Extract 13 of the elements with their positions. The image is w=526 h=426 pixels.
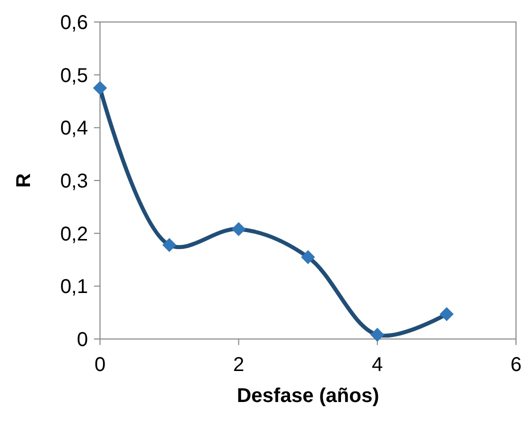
y-tick-label: 0 bbox=[76, 329, 88, 351]
y-tick-label: 0,5 bbox=[60, 64, 88, 87]
x-axis-title: Desfase (años) bbox=[236, 385, 380, 407]
y-tick-label: 0,3 bbox=[60, 170, 88, 192]
y-axis-title: R bbox=[13, 172, 35, 188]
y-tick-label: 0,2 bbox=[60, 223, 88, 246]
x-tick-label: 2 bbox=[233, 354, 244, 376]
y-tick-label: 0,4 bbox=[60, 118, 88, 140]
x-tick-label: 6 bbox=[510, 354, 522, 376]
y-tick-label: 0,1 bbox=[60, 276, 88, 298]
x-tick-label: 4 bbox=[372, 354, 383, 376]
x-tick-label: 0 bbox=[94, 354, 106, 376]
y-tick-label: 0,6 bbox=[60, 12, 88, 34]
